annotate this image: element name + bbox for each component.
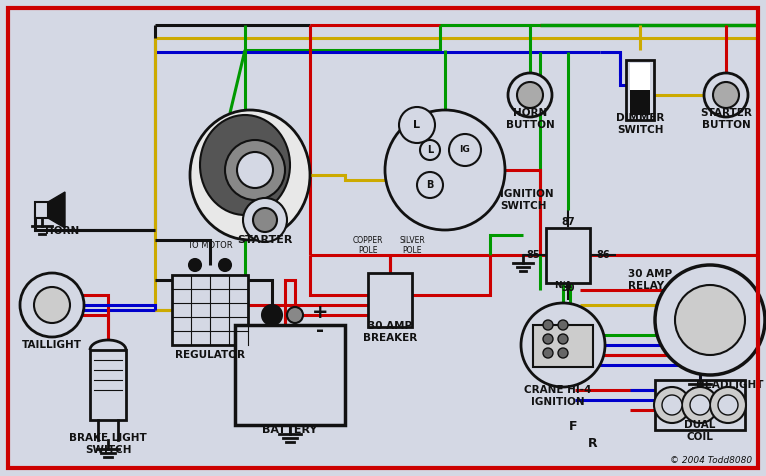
Text: BRAKE LIGHT
SWITCH: BRAKE LIGHT SWITCH [69,434,147,455]
Text: B: B [427,180,434,190]
Circle shape [219,259,231,271]
Text: IG: IG [460,146,470,155]
Text: TO MOTOR: TO MOTOR [187,241,233,250]
Bar [172,275,248,345]
Circle shape [543,334,553,344]
Circle shape [690,395,710,415]
Text: -: - [316,320,324,339]
Circle shape [253,208,277,232]
Text: HORN: HORN [45,226,79,236]
Circle shape [237,152,273,188]
Text: COPPER
POLE: COPPER POLE [353,236,383,255]
Polygon shape [48,192,65,228]
Text: STARTER
BUTTON: STARTER BUTTON [700,109,752,130]
Bar [626,60,654,120]
Bar [546,228,590,283]
Circle shape [654,387,690,423]
Text: 30 AMP
RELAY: 30 AMP RELAY [628,269,672,291]
Circle shape [558,320,568,330]
Text: 30 AMP
BREAKER: 30 AMP BREAKER [363,321,417,343]
Text: © 2004 Todd8080: © 2004 Todd8080 [670,456,752,465]
Circle shape [399,107,435,143]
Bar [235,325,345,425]
Circle shape [517,82,543,108]
Circle shape [189,259,201,271]
Text: REGULATOR: REGULATOR [175,350,245,360]
Text: 85: 85 [526,250,540,260]
Bar [90,350,126,420]
Text: R: R [588,437,597,450]
Text: 86: 86 [596,250,610,260]
Text: L: L [427,145,433,155]
Text: HEADLIGHT: HEADLIGHT [696,380,764,390]
Circle shape [521,303,605,387]
Circle shape [710,387,746,423]
Circle shape [420,140,440,160]
Circle shape [558,348,568,358]
Ellipse shape [200,115,290,215]
Bar [655,380,745,430]
Circle shape [543,320,553,330]
Text: 30: 30 [561,283,574,293]
Bar [630,63,650,90]
Bar [35,202,48,218]
Text: STARTER: STARTER [237,235,293,245]
Circle shape [385,110,505,230]
Text: SILVER
POLE: SILVER POLE [399,236,425,255]
Circle shape [449,134,481,166]
Circle shape [675,285,745,355]
Text: BATTERY: BATTERY [262,425,318,435]
Text: F: F [568,420,578,433]
Circle shape [508,73,552,117]
Text: DIMMER
SWITCH: DIMMER SWITCH [616,113,664,135]
Circle shape [455,140,475,160]
Circle shape [713,82,739,108]
Circle shape [243,198,287,242]
Circle shape [682,387,718,423]
Bar [630,85,650,115]
Text: CRANE HI-4
IGNITION: CRANE HI-4 IGNITION [524,386,591,407]
Circle shape [417,172,443,198]
Bar [368,273,412,327]
Ellipse shape [190,110,310,240]
Circle shape [543,348,553,358]
Text: +: + [312,303,329,321]
Circle shape [262,305,282,325]
Text: N/A: N/A [554,281,572,290]
Text: L: L [414,120,421,130]
Circle shape [718,395,738,415]
Circle shape [704,73,748,117]
Bar [533,325,593,367]
Text: 87: 87 [561,217,574,227]
Text: HORN
BUTTON: HORN BUTTON [506,109,555,130]
Circle shape [34,287,70,323]
Circle shape [287,307,303,323]
Text: IGNITION
SWITCH: IGNITION SWITCH [500,189,554,211]
Circle shape [225,140,285,200]
Circle shape [655,265,765,375]
Circle shape [20,273,84,337]
Text: TAILLIGHT: TAILLIGHT [22,340,82,350]
Text: DUAL
COIL: DUAL COIL [684,420,715,442]
Circle shape [558,334,568,344]
Circle shape [662,395,682,415]
